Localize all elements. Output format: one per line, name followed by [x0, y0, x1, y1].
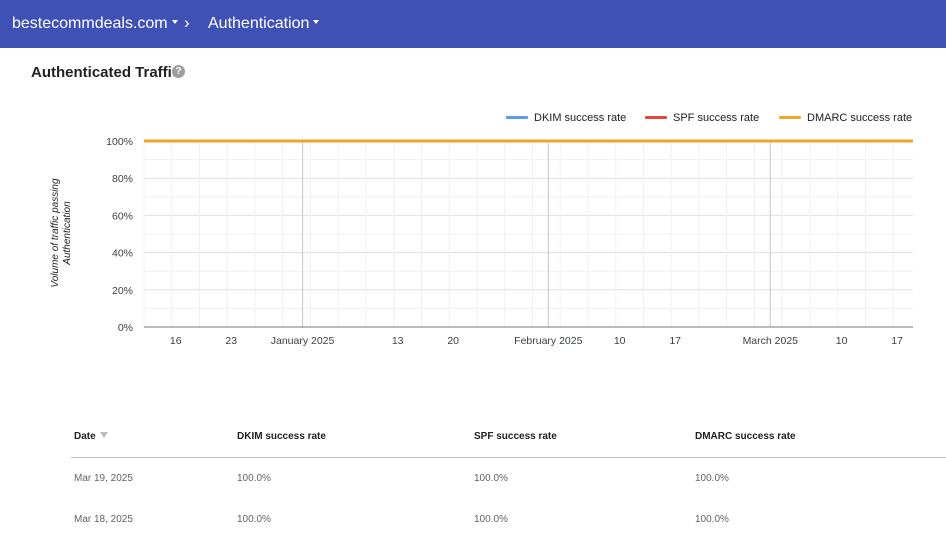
page-selector[interactable]: Authentication	[208, 14, 320, 34]
breadcrumb-chevron-icon: ›	[184, 13, 190, 32]
legend-item-dkim[interactable]: DKIM success rate	[506, 111, 626, 125]
domain-label: bestecommdeals.com	[12, 15, 168, 32]
y-tick-label: 40%	[112, 248, 133, 260]
column-header-label: Date	[74, 431, 96, 442]
column-header-date[interactable]: Date	[74, 431, 108, 443]
x-tick-label: 13	[392, 335, 404, 347]
page-label: Authentication	[208, 15, 310, 32]
section-title: Authenticated Traffic	[31, 64, 181, 81]
y-tick-label: 60%	[112, 210, 133, 222]
x-tick-label: March 2025	[743, 335, 799, 347]
cell-dmarc: 100.0%	[695, 514, 729, 525]
x-tick-label: 20	[447, 335, 459, 347]
legend-item-spf[interactable]: SPF success rate	[645, 111, 759, 125]
legend-label: SPF success rate	[673, 112, 760, 124]
column-header-dmarc[interactable]: DMARC success rate	[695, 431, 796, 442]
legend-label: DMARC success rate	[807, 112, 913, 124]
cell-dkim: 100.0%	[237, 473, 271, 484]
x-tick-label: January 2025	[271, 335, 335, 347]
top-app-bar: bestecommdeals.com › Authentication	[0, 0, 946, 48]
legend-swatch	[779, 115, 801, 119]
table-header-divider	[71, 457, 946, 458]
legend-swatch	[506, 115, 528, 119]
x-tick-label: 16	[170, 335, 182, 347]
y-tick-label: 20%	[112, 285, 133, 297]
cell-date: Mar 19, 2025	[74, 473, 133, 484]
chevron-down-icon	[313, 19, 320, 24]
cell-spf: 100.0%	[474, 514, 508, 525]
y-tick-label: 0%	[118, 322, 133, 334]
y-tick-label: 100%	[106, 136, 133, 148]
y-tick-label: 80%	[112, 173, 133, 185]
traffic-line-chart: 0% 20% 40% 60% 80% 100% 16 23 January 2025 13 20 F…	[106, 136, 913, 347]
x-tick-labels: 16 23 January 2025 13 20 February 2025 10 17 Mar…	[170, 335, 903, 347]
sort-descending-icon	[99, 432, 108, 439]
column-header-dkim[interactable]: DKIM success rate	[237, 431, 326, 442]
column-header-spf[interactable]: SPF success rate	[474, 431, 557, 442]
domain-selector[interactable]: bestecommdeals.com	[12, 14, 178, 34]
y-tick-labels: 0% 20% 40% 60% 80% 100%	[106, 136, 133, 334]
x-tick-label: 10	[614, 335, 626, 347]
x-tick-label: 17	[669, 335, 681, 347]
chevron-down-icon	[171, 19, 178, 24]
cell-date: Mar 18, 2025	[74, 514, 133, 525]
x-tick-label: 10	[836, 335, 848, 347]
cell-dmarc: 100.0%	[695, 473, 729, 484]
chart-gridlines	[143, 140, 913, 328]
help-icon[interactable]: ?	[172, 65, 185, 78]
x-tick-label: 17	[891, 335, 903, 347]
x-tick-label: February 2025	[514, 335, 582, 347]
cell-dkim: 100.0%	[237, 514, 271, 525]
x-tick-label: 23	[225, 335, 237, 347]
legend-swatch	[645, 115, 667, 119]
legend-item-dmarc[interactable]: DMARC success rate	[779, 111, 912, 125]
legend-label: DKIM success rate	[534, 112, 627, 124]
cell-spf: 100.0%	[474, 473, 508, 484]
